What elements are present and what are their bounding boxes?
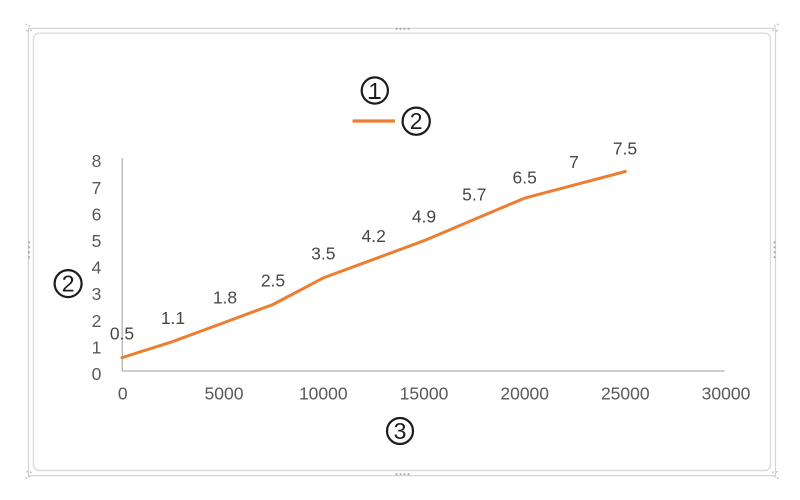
svg-text:20000: 20000 <box>500 384 549 404</box>
svg-text:2: 2 <box>92 311 102 331</box>
svg-text:4.2: 4.2 <box>362 226 386 246</box>
svg-text:2: 2 <box>410 108 423 134</box>
svg-text:3.5: 3.5 <box>311 244 335 264</box>
svg-text:1: 1 <box>92 337 102 357</box>
svg-text:6: 6 <box>92 204 102 224</box>
svg-text:1.1: 1.1 <box>161 308 185 328</box>
svg-text:5.7: 5.7 <box>462 185 486 205</box>
svg-text:7: 7 <box>92 178 102 198</box>
svg-text:5000: 5000 <box>205 384 244 404</box>
svg-text:2: 2 <box>62 270 75 296</box>
svg-text:8: 8 <box>92 151 102 171</box>
svg-text:7: 7 <box>569 152 579 172</box>
svg-text:4: 4 <box>92 258 102 278</box>
svg-text:4.9: 4.9 <box>412 207 436 227</box>
svg-text:5: 5 <box>92 231 102 251</box>
svg-text:0: 0 <box>92 364 102 384</box>
svg-text:6.5: 6.5 <box>513 168 537 188</box>
svg-text:3: 3 <box>394 418 407 444</box>
svg-text:3: 3 <box>92 284 102 304</box>
svg-text:25000: 25000 <box>601 384 650 404</box>
svg-text:0: 0 <box>118 384 128 404</box>
svg-text:30000: 30000 <box>702 384 751 404</box>
svg-text:0.5: 0.5 <box>110 324 134 344</box>
svg-text:1.8: 1.8 <box>213 288 237 308</box>
svg-text:1: 1 <box>368 78 381 104</box>
svg-text:7.5: 7.5 <box>613 139 637 159</box>
svg-text:10000: 10000 <box>299 384 348 404</box>
svg-text:15000: 15000 <box>400 384 449 404</box>
svg-text:2.5: 2.5 <box>261 271 285 291</box>
